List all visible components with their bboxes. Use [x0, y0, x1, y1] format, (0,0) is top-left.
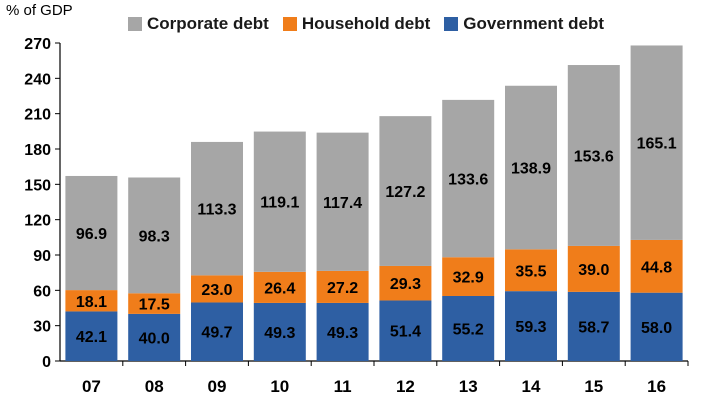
data-label: 29.3	[390, 276, 421, 293]
data-label: 133.6	[448, 172, 488, 189]
legend-item-household: Household debt	[282, 14, 431, 34]
legend-swatch-household	[282, 17, 297, 31]
bar-segment-corporate-debt	[65, 175, 118, 291]
data-label: 42.1	[76, 329, 107, 346]
y-tick-label: 30	[33, 319, 51, 336]
bar-segment-household-debt	[379, 265, 432, 301]
data-label: 113.3	[197, 202, 236, 219]
data-label: 26.4	[264, 280, 295, 297]
bar-segment-corporate-debt	[505, 85, 557, 250]
y-tick-label: 120	[24, 213, 51, 230]
data-label: 49.3	[327, 325, 358, 342]
bar-segment-corporate-debt	[442, 99, 495, 258]
bar-segment-government-debt	[191, 302, 243, 361]
bar-segment-government-debt	[505, 291, 557, 361]
x-tick-label: 16	[647, 377, 666, 396]
data-label: 35.5	[515, 263, 546, 280]
bar-segment-corporate-debt	[253, 131, 306, 272]
data-label: 127.2	[385, 184, 425, 201]
legend: Corporate debt Household debt Government…	[128, 14, 604, 34]
legend-label-government: Government debt	[463, 14, 605, 33]
bar-segment-household-debt	[567, 245, 620, 292]
bar-segment-household-debt	[442, 257, 495, 296]
legend-label-corporate: Corporate debt	[147, 14, 269, 33]
bar-segment-corporate-debt	[379, 116, 432, 266]
data-label: 98.3	[139, 228, 170, 245]
data-label: 18.1	[76, 294, 107, 311]
x-tick-label: 09	[208, 377, 227, 396]
x-tick-label: 10	[270, 377, 289, 396]
y-tick-label: 210	[24, 107, 51, 124]
data-label: 49.3	[264, 325, 295, 342]
bar-segment-household-debt	[316, 270, 369, 303]
data-label: 55.2	[453, 321, 484, 338]
data-label: 51.4	[390, 324, 421, 341]
x-tick-label: 11	[334, 377, 352, 396]
bar-segment-government-debt	[128, 313, 181, 361]
bar-segment-government-debt	[65, 311, 118, 361]
bar-segment-corporate-debt	[567, 65, 620, 246]
x-tick-label: 13	[459, 377, 478, 396]
y-tick-label: 270	[24, 36, 51, 53]
bar-segment-corporate-debt	[128, 177, 181, 294]
bar-segment-corporate-debt	[630, 45, 683, 240]
data-label: 119.1	[260, 195, 299, 212]
y-tick-label: 90	[33, 248, 51, 265]
data-label: 153.6	[574, 148, 614, 165]
bar-segment-household-debt	[191, 275, 243, 303]
bar-segment-household-debt	[505, 249, 557, 292]
bar-segment-household-debt	[630, 239, 683, 293]
bar-segment-government-debt	[316, 302, 369, 361]
bar-segment-government-debt	[253, 302, 306, 361]
data-label: 39.0	[578, 262, 609, 279]
legend-item-government: Government debt	[444, 14, 604, 34]
x-tick-label: 07	[82, 377, 101, 396]
legend-item-corporate: Corporate debt	[128, 14, 269, 34]
y-axis-title: % of GDP	[6, 2, 73, 19]
legend-label-household: Household debt	[301, 14, 431, 33]
data-label: 59.3	[515, 319, 546, 336]
y-tick-label: 150	[24, 177, 51, 194]
x-tick-label: 08	[145, 377, 164, 396]
x-tick-label: 15	[584, 377, 603, 396]
data-label: 58.7	[578, 319, 609, 336]
legend-swatch-corporate	[128, 17, 142, 31]
data-label: 96.9	[76, 226, 107, 243]
bar-segment-government-debt	[630, 292, 683, 361]
x-tick-label: 12	[396, 377, 415, 396]
data-label: 23.0	[201, 282, 232, 299]
y-tick-label: 180	[24, 142, 51, 159]
bar-segment-household-debt	[65, 290, 118, 312]
data-label: 32.9	[453, 270, 484, 287]
bar-segment-government-debt	[567, 291, 620, 361]
bar-segment-household-debt	[128, 293, 181, 314]
data-label: 138.9	[511, 161, 551, 178]
y-tick-label: 240	[24, 71, 51, 88]
y-tick-label: 60	[33, 283, 51, 300]
bar-segment-corporate-debt	[316, 132, 369, 271]
y-tick-label: 0	[42, 354, 51, 371]
data-label: 40.0	[139, 330, 170, 347]
data-label: 27.2	[327, 280, 358, 297]
data-label: 17.5	[139, 297, 170, 314]
data-label: 49.7	[201, 325, 232, 342]
x-tick-label: 14	[522, 377, 541, 396]
bar-segment-household-debt	[253, 271, 306, 303]
data-label: 165.1	[637, 136, 677, 153]
data-label: 117.4	[323, 195, 362, 212]
bar-segment-corporate-debt	[191, 141, 243, 276]
bar-segment-government-debt	[442, 295, 495, 361]
legend-swatch-government	[444, 17, 459, 31]
data-label: 44.8	[641, 259, 672, 276]
bar-segment-government-debt	[379, 300, 432, 361]
data-label: 58.0	[641, 320, 672, 337]
